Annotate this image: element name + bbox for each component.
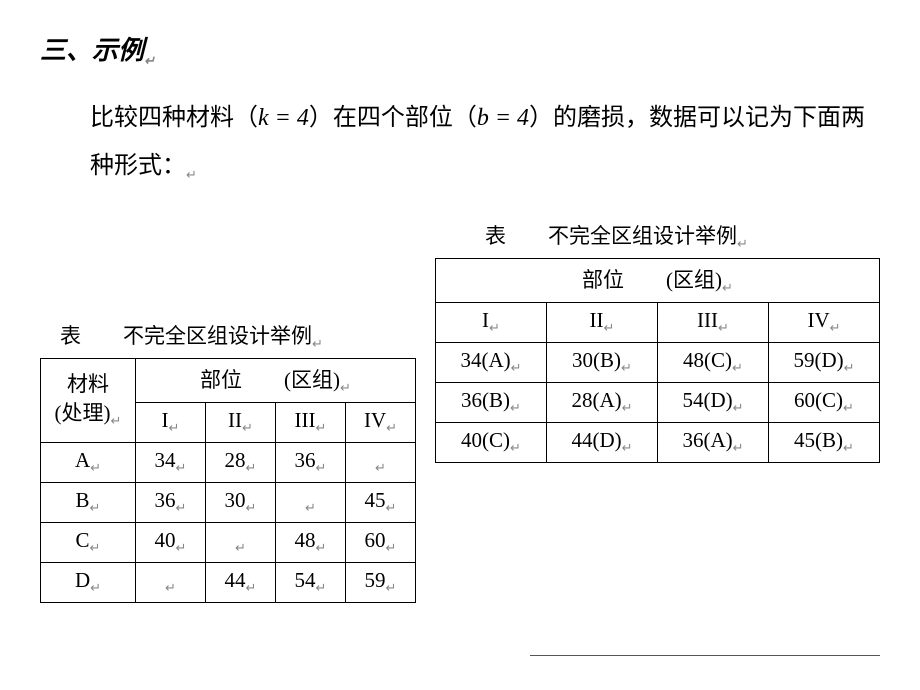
data-cell: 54(D)↵ bbox=[658, 382, 769, 422]
data-cell: 40(C)↵ bbox=[436, 422, 547, 462]
data-cell: 36↵ bbox=[136, 482, 206, 522]
data-cell: ↵ bbox=[136, 562, 206, 602]
data-cell: 34(A)↵ bbox=[436, 342, 547, 382]
table-row: 部位 (区组)↵ bbox=[436, 259, 880, 302]
data-cell: ↵ bbox=[206, 522, 276, 562]
data-cell: 44(D)↵ bbox=[547, 422, 658, 462]
col-header: I↵ bbox=[136, 402, 206, 442]
data-cell: 59↵ bbox=[346, 562, 416, 602]
data-cell: 45↵ bbox=[346, 482, 416, 522]
data-cell: 40↵ bbox=[136, 522, 206, 562]
col-header: III↵ bbox=[276, 402, 346, 442]
row-header-col: 材料 (处理)↵ bbox=[41, 359, 136, 442]
table-row: D↵ ↵ 44↵ 54↵ 59↵ bbox=[41, 562, 416, 602]
bottom-line bbox=[530, 655, 880, 656]
table-row: A↵ 34↵ 28↵ 36↵ ↵ bbox=[41, 442, 416, 482]
data-cell: 30(B)↵ bbox=[547, 342, 658, 382]
data-cell: 48(C)↵ bbox=[658, 342, 769, 382]
table-row: C↵ 40↵ ↵ 48↵ 60↵ bbox=[41, 522, 416, 562]
data-cell: 59(D)↵ bbox=[769, 342, 880, 382]
data-cell: ↵ bbox=[346, 442, 416, 482]
data-cell: 60(C)↵ bbox=[769, 382, 880, 422]
header-group: 部位 (区组)↵ bbox=[136, 359, 416, 402]
row-label: A↵ bbox=[41, 442, 136, 482]
table-row: 36(B)↵ 28(A)↵ 54(D)↵ 60(C)↵ bbox=[436, 382, 880, 422]
col-header: IV↵ bbox=[346, 402, 416, 442]
left-table-caption: 表 不完全区组设计举例↵ bbox=[40, 320, 416, 352]
data-cell: 36(B)↵ bbox=[436, 382, 547, 422]
table-row: B↵ 36↵ 30↵ ↵ 45↵ bbox=[41, 482, 416, 522]
left-table: 材料 (处理)↵ 部位 (区组)↵ I↵ II↵ III↵ IV↵ A↵ 34↵… bbox=[40, 358, 416, 602]
table-row: I↵ II↵ III↵ IV↵ bbox=[436, 302, 880, 342]
right-table-caption: 表 不完全区组设计举例↵ bbox=[435, 220, 880, 252]
table-row: 材料 (处理)↵ 部位 (区组)↵ bbox=[41, 359, 416, 402]
row-label: D↵ bbox=[41, 562, 136, 602]
col-header: IV↵ bbox=[769, 302, 880, 342]
data-cell: 44↵ bbox=[206, 562, 276, 602]
tables-area: 表 不完全区组设计举例↵ 部位 (区组)↵ I↵ II↵ III↵ IV↵ 34… bbox=[40, 220, 880, 640]
description-text: 比较四种材料（k = 4）在四个部位（b = 4）的磨损，数据可以记为下面两种形… bbox=[90, 94, 880, 190]
col-header: I↵ bbox=[436, 302, 547, 342]
row-label: B↵ bbox=[41, 482, 136, 522]
data-cell: 54↵ bbox=[276, 562, 346, 602]
header-group: 部位 (区组)↵ bbox=[436, 259, 880, 302]
data-cell: 36↵ bbox=[276, 442, 346, 482]
data-cell: ↵ bbox=[276, 482, 346, 522]
data-cell: 48↵ bbox=[276, 522, 346, 562]
data-cell: 60↵ bbox=[346, 522, 416, 562]
col-header: II↵ bbox=[206, 402, 276, 442]
table-row: 40(C)↵ 44(D)↵ 36(A)↵ 45(B)↵ bbox=[436, 422, 880, 462]
data-cell: 36(A)↵ bbox=[658, 422, 769, 462]
col-header: III↵ bbox=[658, 302, 769, 342]
col-header: II↵ bbox=[547, 302, 658, 342]
table-row: 34(A)↵ 30(B)↵ 48(C)↵ 59(D)↵ bbox=[436, 342, 880, 382]
row-label: C↵ bbox=[41, 522, 136, 562]
data-cell: 30↵ bbox=[206, 482, 276, 522]
left-table-block: 表 不完全区组设计举例↵ 材料 (处理)↵ 部位 (区组)↵ I↵ II↵ II… bbox=[40, 320, 416, 602]
data-cell: 34↵ bbox=[136, 442, 206, 482]
data-cell: 28(A)↵ bbox=[547, 382, 658, 422]
section-heading: 三、示例↵ bbox=[40, 30, 880, 69]
right-table-block: 表 不完全区组设计举例↵ 部位 (区组)↵ I↵ II↵ III↵ IV↵ 34… bbox=[435, 220, 880, 462]
data-cell: 45(B)↵ bbox=[769, 422, 880, 462]
data-cell: 28↵ bbox=[206, 442, 276, 482]
right-table: 部位 (区组)↵ I↵ II↵ III↵ IV↵ 34(A)↵ 30(B)↵ 4… bbox=[435, 258, 880, 462]
